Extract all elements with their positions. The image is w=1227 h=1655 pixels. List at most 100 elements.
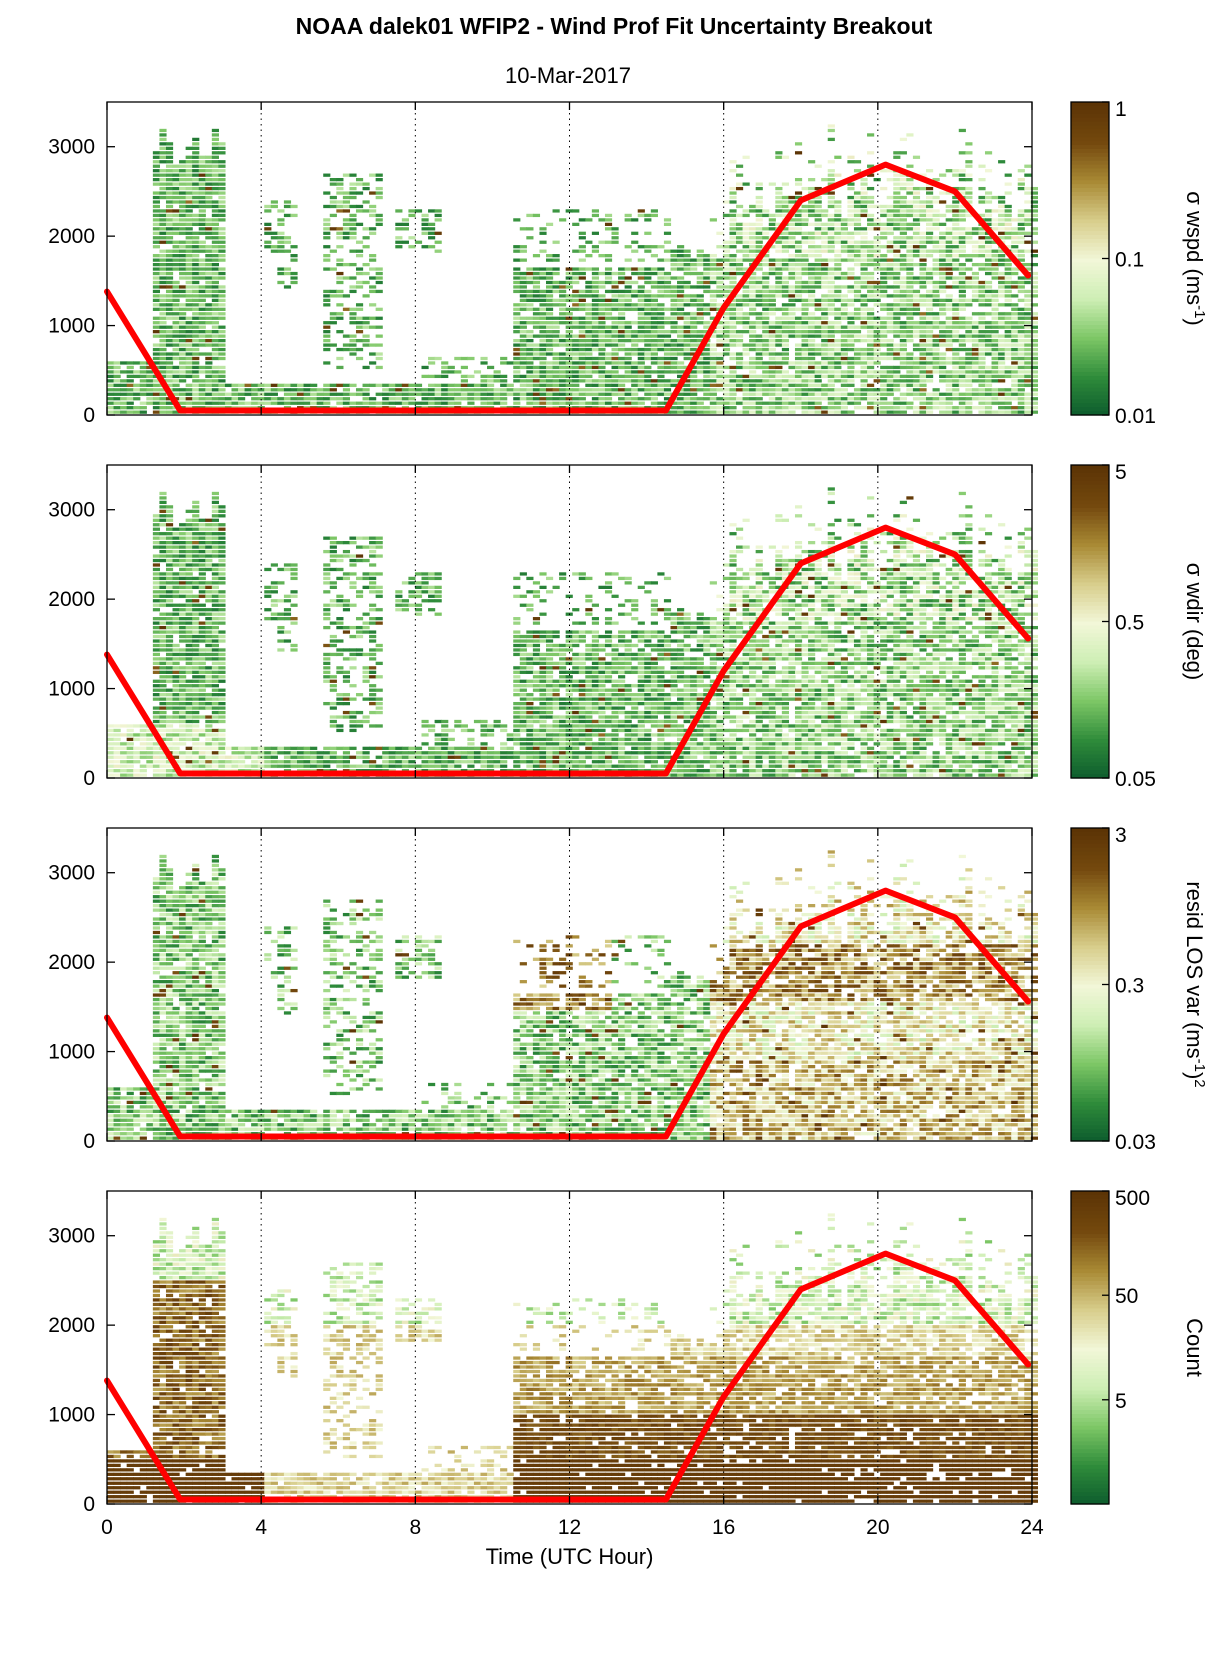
heatmap-cell (159, 549, 167, 554)
heatmap-cell (814, 213, 822, 218)
heatmap-cell (853, 204, 862, 209)
heatmap-cell (211, 240, 219, 244)
heatmap-cell (585, 330, 593, 334)
heatmap-cell (395, 388, 403, 392)
heatmap-cell (834, 155, 842, 159)
heatmap-cell (159, 710, 167, 715)
heatmap-cell (192, 173, 200, 177)
heatmap-cell (513, 325, 521, 329)
heatmap-cell (991, 262, 999, 267)
heatmap-cell (860, 213, 868, 218)
heatmap-cell (310, 388, 318, 392)
heatmap-cell (840, 406, 848, 410)
heatmap-cell (657, 276, 665, 280)
heatmap-cell (965, 356, 973, 361)
heatmap-cell (126, 760, 134, 764)
heatmap-cell (736, 240, 744, 244)
heatmap-cell (814, 262, 822, 267)
colorbar-segment (1071, 219, 1109, 224)
heatmap-cell (179, 764, 187, 768)
heatmap-cell (578, 388, 586, 392)
heatmap-cell (559, 218, 567, 222)
heatmap-cell (939, 213, 947, 218)
heatmap-cell (801, 249, 809, 253)
heatmap-cell (899, 178, 907, 182)
heatmap-cell (958, 271, 966, 276)
heatmap-cell (762, 370, 770, 374)
heatmap-cell (591, 361, 599, 365)
heatmap-cell (1030, 334, 1038, 338)
heatmap-cell (939, 401, 947, 405)
heatmap-cell (198, 240, 206, 244)
heatmap-cell (1024, 164, 1032, 168)
heatmap-cell (742, 182, 750, 186)
heatmap-cell (270, 200, 278, 204)
heatmap-cell (447, 383, 455, 387)
heatmap-cell (434, 240, 442, 244)
heatmap-cell (965, 267, 973, 271)
heatmap-cell (532, 285, 541, 289)
heatmap-cell (781, 213, 790, 218)
heatmap-cell (703, 370, 711, 374)
heatmap-cell (873, 338, 881, 343)
heatmap-cell (165, 764, 174, 768)
heatmap-cell (991, 267, 999, 271)
heatmap-cell (1004, 370, 1012, 374)
heatmap-cell (513, 307, 521, 311)
heatmap-cell (729, 231, 737, 235)
heatmap-cell (677, 347, 685, 352)
heatmap-cell (159, 675, 167, 679)
heatmap-cell (349, 316, 357, 320)
heatmap-cell (342, 236, 351, 240)
heatmap-cell (159, 509, 167, 513)
heatmap-cell (1024, 213, 1032, 218)
heatmap-cell (801, 397, 809, 401)
heatmap-cell (165, 200, 174, 204)
heatmap-cell (1011, 267, 1019, 271)
heatmap-cell (159, 617, 167, 621)
heatmap-cell (683, 338, 691, 343)
heatmap-cell (971, 361, 980, 365)
heatmap-cell (604, 352, 613, 356)
heatmap-cell (218, 392, 226, 396)
heatmap-cell (978, 347, 986, 352)
heatmap-cell (362, 236, 370, 240)
heatmap-cell (971, 254, 980, 258)
heatmap-cell (952, 307, 960, 311)
heatmap-cell (755, 276, 763, 280)
heatmap-cell (139, 764, 147, 768)
heatmap-cell (932, 401, 940, 405)
heatmap-cell (152, 679, 161, 683)
heatmap-cell (179, 343, 187, 347)
heatmap-cell (736, 182, 744, 186)
heatmap-cell (126, 388, 134, 392)
heatmap-cell (991, 352, 999, 356)
heatmap-cell (912, 204, 921, 209)
heatmap-cell (205, 200, 213, 204)
heatmap-cell (853, 222, 862, 226)
heatmap-cell (886, 222, 894, 226)
heatmap-cell (618, 361, 626, 365)
heatmap-cell (926, 334, 934, 338)
heatmap-cell (113, 755, 121, 759)
heatmap-cell (814, 245, 822, 249)
heatmap-cell (899, 303, 907, 307)
heatmap-cell (644, 267, 652, 271)
colorbar-segment (1071, 246, 1109, 252)
heatmap-cell (853, 388, 862, 392)
heatmap-cell (984, 200, 993, 204)
heatmap-cell (945, 285, 953, 289)
heatmap-cell (290, 254, 298, 258)
heatmap-cell (709, 254, 717, 258)
heatmap-cell (886, 276, 894, 280)
heatmap-cell (185, 518, 193, 522)
heatmap-cell (840, 303, 848, 307)
heatmap-cell (808, 316, 816, 320)
heatmap-cell (179, 178, 187, 182)
heatmap-cell (886, 374, 894, 379)
heatmap-cell (172, 576, 180, 581)
heatmap-cell (349, 312, 357, 316)
heatmap-cell (382, 392, 390, 396)
heatmap-cell (847, 312, 855, 316)
heatmap-cell (159, 581, 167, 585)
